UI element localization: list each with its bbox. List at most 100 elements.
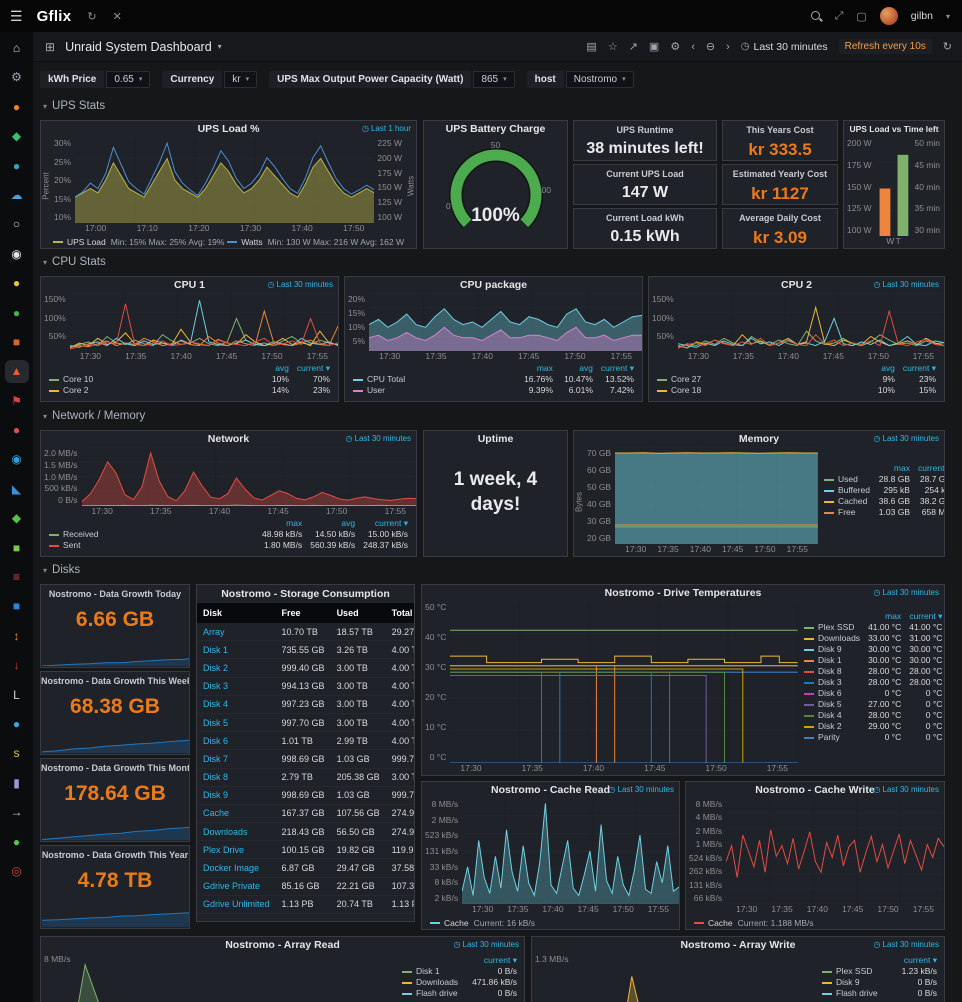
panel-title[interactable]: Nostromo - Drive Temperatures: [604, 587, 762, 599]
app-eye-icon[interactable]: ◉: [11, 452, 22, 467]
legend-series[interactable]: Plex SSD 1.23 kB/s: [818, 966, 941, 977]
time-back-icon[interactable]: ‹: [691, 40, 695, 53]
username[interactable]: gilbn: [910, 10, 933, 22]
table-cell[interactable]: Disk 5: [197, 713, 276, 733]
table-cell[interactable]: Gdrive Unlimited: [197, 895, 276, 915]
plot-area[interactable]: [450, 601, 798, 763]
legend-series[interactable]: Cache Current: 16 kB/s: [430, 918, 535, 928]
star-icon[interactable]: ☆: [607, 41, 618, 53]
table-cell[interactable]: Array: [197, 623, 276, 642]
legend-series[interactable]: UPS Load Min: 15% Max: 25% Avg: 19%: [53, 237, 224, 247]
variable-select[interactable]: kr ▾: [224, 70, 258, 88]
panel-title[interactable]: Network: [207, 433, 250, 445]
app-claw-icon[interactable]: ◣: [11, 481, 22, 496]
panel-title[interactable]: Nostromo - Array Read: [225, 939, 340, 951]
legend-sort-header[interactable]: max: [536, 363, 553, 373]
panel-title[interactable]: CPU package: [459, 279, 528, 291]
legend[interactable]: UPS Load Min: 15% Max: 25% Avg: 19% Watts M…: [41, 235, 416, 248]
search-icon[interactable]: [810, 10, 822, 22]
legend-series[interactable]: Disk 1 30.00 °C 30.00 °C: [800, 655, 944, 666]
panel-title[interactable]: Nostromo - Data Growth Today: [48, 589, 182, 599]
dashboard-grid-icon[interactable]: ⊞: [45, 39, 56, 54]
legend-sort-header[interactable]: current ▾: [483, 955, 517, 965]
dashboard-title[interactable]: Unraid System Dashboard: [65, 39, 212, 54]
table-cell[interactable]: Disk 3: [197, 677, 276, 696]
panel-title[interactable]: UPS Load %: [197, 123, 260, 135]
settings-gear-icon[interactable]: ⚙: [670, 41, 681, 53]
panel-title[interactable]: Nostromo - Cache Write: [755, 784, 875, 796]
app-burger-icon[interactable]: ■: [12, 540, 21, 555]
panel-title[interactable]: Current Load kWh: [606, 213, 684, 223]
legend-series[interactable]: Sent 1.80 MB/s 560.39 kB/s 248.37 kB/s: [45, 540, 412, 551]
grafana-icon[interactable]: ▲: [7, 363, 26, 381]
legend-series[interactable]: Received 48.98 kB/s 14.50 kB/s 15.00 kB/s: [45, 529, 412, 540]
fullscreen-icon[interactable]: ⤢: [834, 9, 844, 22]
panel-title[interactable]: Nostromo - Data Growth This Month: [41, 763, 189, 773]
app-orange-circle-icon[interactable]: ●: [12, 99, 21, 114]
legend-sort-header[interactable]: current ▾: [917, 463, 944, 473]
app-down-arrow-icon[interactable]: ↓: [13, 658, 20, 673]
time-forward-icon[interactable]: ›: [726, 40, 730, 53]
legend-sort-header[interactable]: current ▾: [909, 611, 943, 621]
table-header[interactable]: Total: [385, 603, 414, 623]
legend-sort-header[interactable]: max: [893, 463, 910, 473]
table-cell[interactable]: Disk 9: [197, 786, 276, 805]
panel-title[interactable]: Nostromo - Data Growth This Week: [41, 676, 189, 686]
table-cell[interactable]: Docker Image: [197, 858, 276, 878]
plot-area[interactable]: [69, 293, 338, 351]
table-header[interactable]: Disk: [197, 603, 276, 623]
app-user-icon[interactable]: ◉: [11, 246, 22, 261]
table-cell[interactable]: Disk 7: [197, 749, 276, 769]
app-drop-icon[interactable]: ●: [12, 716, 21, 731]
avatar[interactable]: [879, 7, 898, 25]
display-icon[interactable]: ▢: [856, 10, 867, 23]
panel-title[interactable]: Nostromo - Array Write: [680, 939, 796, 951]
legend-series[interactable]: Watts Min: 130 W Max: 216 W Avg: 162 W: [227, 237, 404, 247]
legend[interactable]: Cache Current: 16 kB/s: [422, 916, 679, 929]
legend-series[interactable]: Disk 4 28.00 °C 0 °C: [800, 710, 944, 721]
legend-series[interactable]: Disk 8 28.00 °C 28.00 °C: [800, 666, 944, 677]
home-icon[interactable]: ⌂: [12, 41, 21, 55]
app-search-icon[interactable]: ○: [12, 217, 21, 232]
legend-series[interactable]: Downloads 33.00 °C 31.00 °C: [800, 633, 944, 644]
section-network-memory[interactable]: ▾ Network / Memory: [43, 410, 146, 422]
storage-table[interactable]: Disk Free Used Total Array 10.70 TB 18.57 TB 29…: [197, 603, 414, 921]
panel-title[interactable]: Nostromo - Data Growth This Year: [41, 850, 189, 860]
plot-area[interactable]: [726, 798, 944, 904]
legend-series[interactable]: Parity 0 °C 0 °C: [800, 732, 944, 743]
section-cpu-stats[interactable]: ▾ CPU Stats: [43, 256, 106, 268]
table-cell[interactable]: Disk 4: [197, 695, 276, 714]
table-cell[interactable]: Downloads: [197, 822, 276, 842]
table-header[interactable]: Free: [275, 603, 331, 623]
app-yellow-circle-icon[interactable]: ●: [12, 276, 21, 291]
app-camera-icon[interactable]: ■: [12, 599, 21, 614]
table-cell[interactable]: Gdrive Private: [197, 877, 276, 896]
legend-series[interactable]: Plex SSD 41.00 °C 41.00 °C: [800, 622, 944, 633]
section-ups-stats[interactable]: ▾ UPS Stats: [43, 100, 106, 112]
legend-sort-header[interactable]: avg: [579, 363, 593, 373]
logout-icon[interactable]: →: [10, 805, 23, 820]
app-stripes-icon[interactable]: ≡: [12, 570, 20, 585]
panel-title[interactable]: This Years Cost: [746, 125, 814, 135]
legend-series[interactable]: Cache Current: 1.188 MB/s: [694, 918, 814, 928]
app-updown-arrows-icon[interactable]: ↕: [13, 628, 20, 643]
legend-series[interactable]: Downloads 471.86 kB/s: [398, 977, 521, 988]
save-icon[interactable]: ▣: [648, 41, 660, 53]
legend[interactable]: max current ▾ Plex SSD 41.00 °C 41.00 °C Down…: [798, 601, 944, 775]
legend-sort-header[interactable]: current ▾: [600, 363, 634, 373]
plot-area[interactable]: [572, 953, 816, 1002]
panel-title[interactable]: CPU 1: [174, 279, 205, 291]
panel-title[interactable]: Current UPS Load: [606, 169, 684, 179]
legend-sort-header[interactable]: current ▾: [902, 363, 936, 373]
legend-series[interactable]: Core 27 9% 23%: [653, 374, 940, 385]
variable-select[interactable]: Nostromo ▾: [565, 70, 634, 88]
